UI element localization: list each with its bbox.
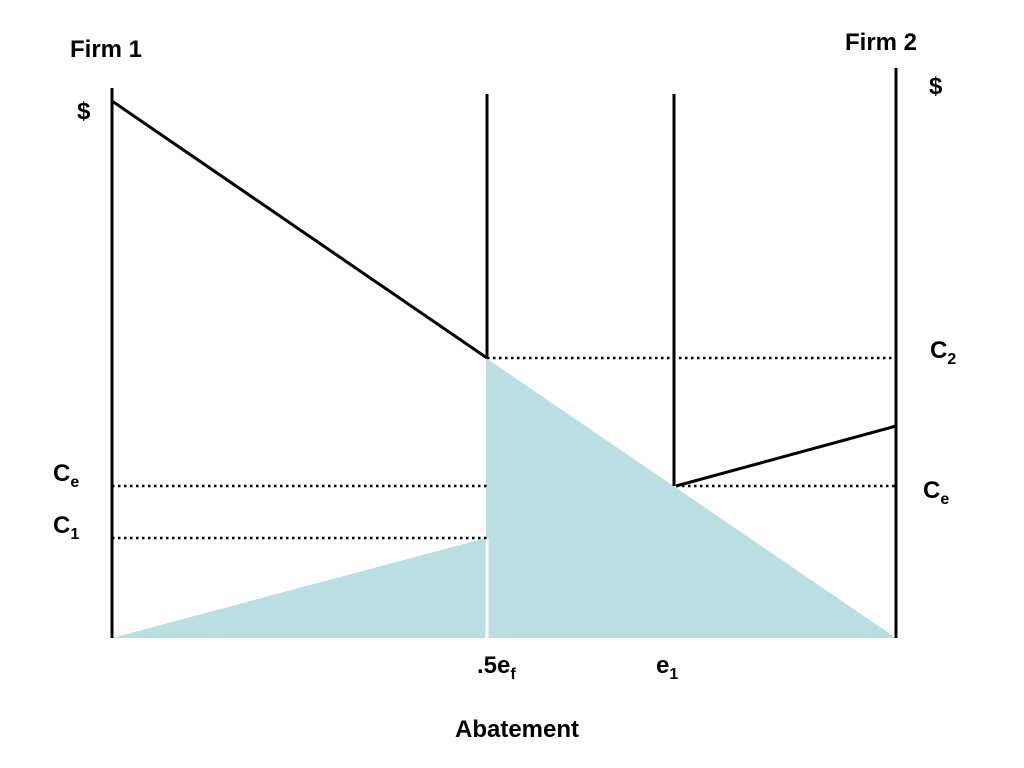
half-ef-label-sub: f — [510, 666, 516, 683]
e1-label-main: e — [656, 652, 669, 679]
firm1-shaded-area — [112, 538, 486, 638]
e1-label-sub: 1 — [669, 666, 678, 683]
firm2-shaded-area — [486, 358, 896, 638]
dollar-sign-right: $ — [929, 73, 943, 100]
ce-left-label: Ce — [53, 460, 79, 491]
firm2-label: Firm 2 — [845, 29, 917, 56]
c2-label-sub: 2 — [947, 351, 956, 368]
dollar-sign-left: $ — [77, 98, 91, 125]
ce-right-label-sub: e — [940, 491, 949, 508]
firm2-marginal-cost-line — [675, 424, 897, 488]
c2-label: C2 — [930, 337, 956, 368]
x-axis-title: Abatement — [455, 716, 579, 743]
ce-right-label: Ce — [923, 477, 949, 508]
c1-label: C1 — [53, 512, 79, 543]
ce-left-label-main: C — [53, 460, 70, 487]
e1-label: e1 — [656, 652, 678, 683]
ce-right-label-main: C — [923, 477, 940, 504]
c2-label-main: C — [930, 337, 947, 364]
ce-left-label-sub: e — [70, 474, 79, 491]
firm1-label: Firm 1 — [70, 36, 142, 63]
c1-label-main: C — [53, 512, 70, 539]
half-ef-label-main: .5e — [477, 652, 510, 679]
firm1-marginal-cost-line — [111, 99, 488, 360]
half-ef-label: .5ef — [477, 652, 516, 683]
c1-label-sub: 1 — [70, 526, 79, 543]
